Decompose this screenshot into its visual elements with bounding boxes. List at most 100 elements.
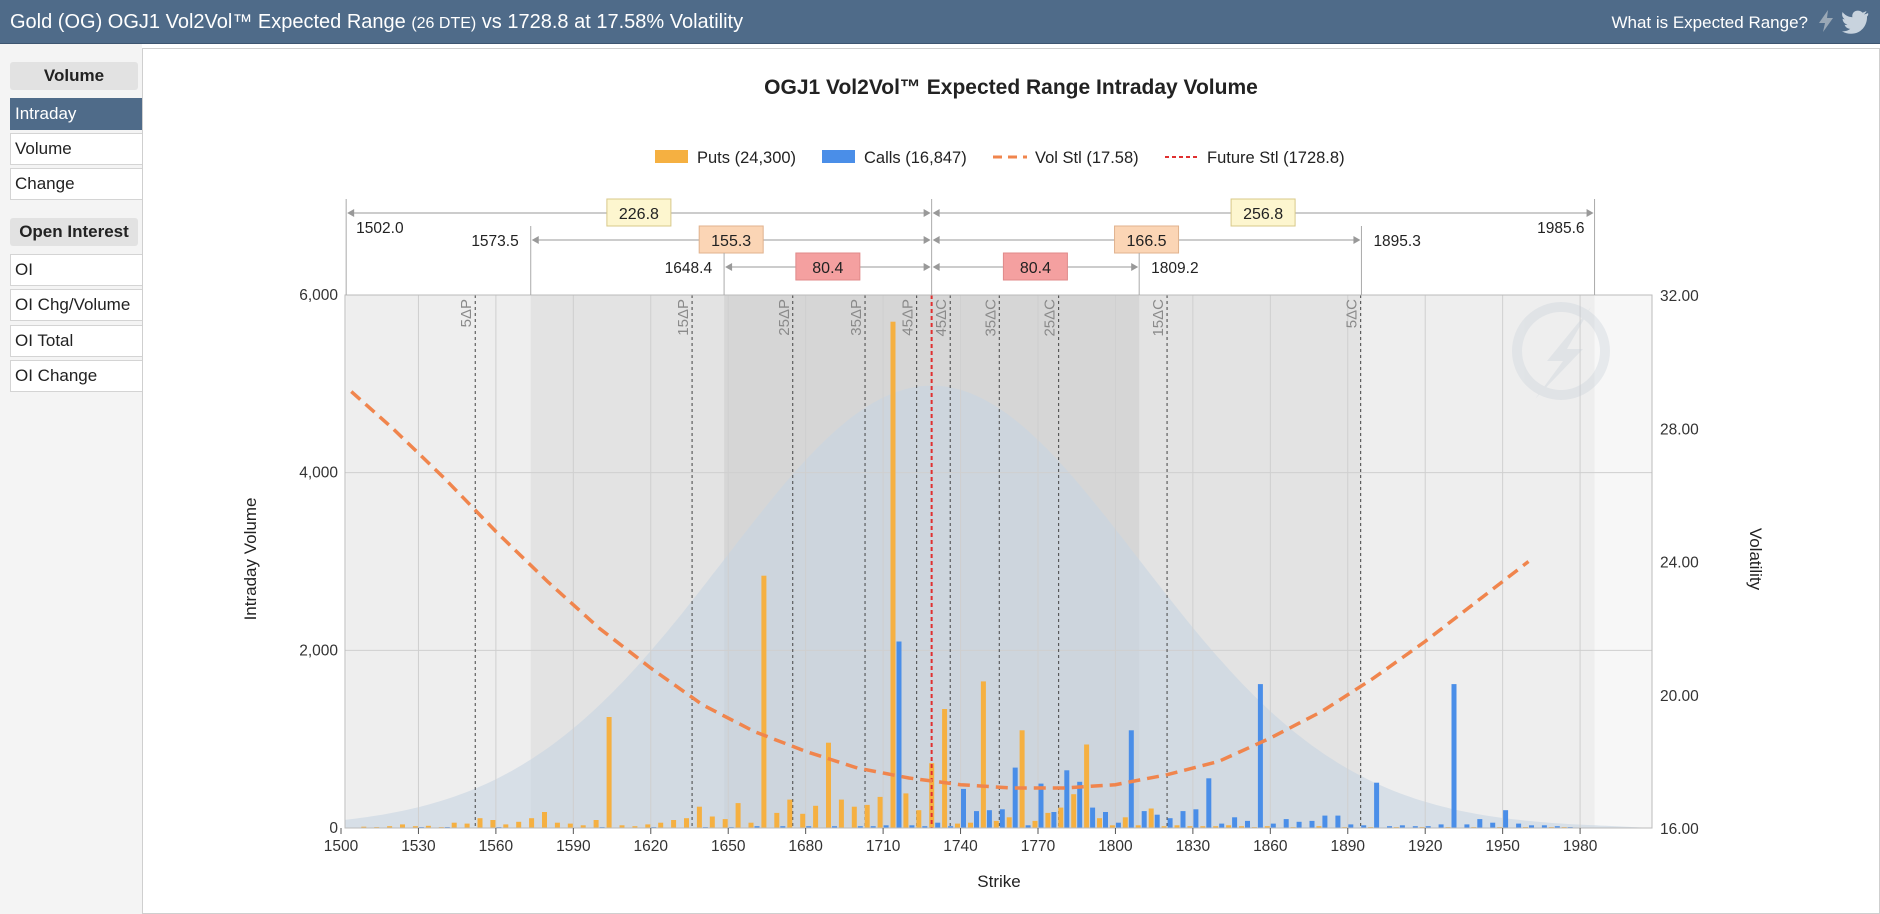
arrowhead	[932, 263, 940, 271]
bar-call-1950	[1503, 810, 1509, 828]
bar-call-1905	[1387, 826, 1392, 828]
bar-put-1545	[451, 822, 457, 828]
bar-put-1775	[1045, 812, 1051, 828]
twitter-bird-icon[interactable]	[1842, 8, 1870, 34]
delta-label: 25ΔP	[776, 299, 793, 336]
bar-put-1740	[955, 823, 960, 828]
bar-put-1640	[696, 806, 702, 828]
bar-put-1790	[1084, 744, 1090, 828]
bar-put-1670	[774, 812, 780, 828]
bar-put-1850	[1239, 826, 1244, 828]
bar-call-1895	[1361, 825, 1367, 828]
bar-put-1605	[606, 717, 612, 828]
bar-call-1965	[1541, 825, 1547, 828]
arrowhead	[725, 263, 733, 271]
bar-put-1695	[838, 799, 844, 828]
bar-call-1815	[1154, 814, 1160, 828]
bar-call-1725	[922, 826, 928, 828]
bar-call-1715	[896, 641, 902, 828]
bar-call-1765	[1025, 825, 1031, 828]
sidebar-item-oi-chg-volume[interactable]: OI Chg/Volume	[10, 289, 142, 321]
arrowhead	[1586, 209, 1594, 217]
vol-curve	[350, 390, 1530, 790]
x-tick-label: 1590	[556, 838, 591, 855]
bar-call-1745	[974, 811, 979, 828]
bar-call-1935	[1464, 824, 1470, 828]
x-tick-label: 1770	[1021, 838, 1056, 855]
bar-put-1800	[1109, 825, 1115, 828]
bar-call-1940	[1477, 819, 1483, 828]
lightning-icon[interactable]	[1816, 9, 1836, 33]
bar-put-1655	[735, 803, 741, 828]
bar-put-1785	[1071, 794, 1077, 828]
bar-put-1735	[942, 709, 948, 828]
sidebar-item-volume[interactable]: Volume	[10, 133, 142, 165]
bar-put-1760	[1006, 817, 1012, 828]
arrowhead	[932, 209, 940, 217]
bar-put-1830	[1187, 826, 1193, 828]
bar-put-1825	[1174, 825, 1180, 828]
x-tick-label: 1920	[1408, 838, 1443, 855]
delta-label: 25ΔC	[1042, 299, 1059, 337]
bar-put-1620	[645, 824, 651, 828]
legend-item-future: Future Stl (1728.8)	[1165, 149, 1345, 167]
bar-call-1710	[883, 825, 889, 828]
title-dte: (26 DTE)	[411, 15, 477, 32]
range-down-box	[606, 198, 672, 227]
delta-label: 45ΔP	[900, 299, 917, 336]
range-down-value: 155.3	[711, 233, 751, 250]
sidebar-item-intraday[interactable]: Intraday	[10, 98, 142, 130]
what-is-expected-range-link[interactable]: What is Expected Range?	[1611, 13, 1808, 32]
delta-label: 5ΔC	[1344, 299, 1361, 328]
y2-tick-label: 28.00	[1660, 421, 1699, 438]
sidebar-item-oi-total[interactable]: OI Total	[10, 325, 142, 357]
bar-call-1930	[1451, 684, 1457, 828]
bar-put-1715	[890, 321, 896, 828]
bar-call-1670	[780, 826, 786, 828]
title-tail: vs 1728.8 at 17.58% Volatility	[481, 11, 744, 33]
x-tick-label: 1950	[1485, 838, 1520, 855]
bar-put-1750	[980, 681, 986, 828]
bar-put-1625	[658, 822, 664, 828]
bar-put-1685	[813, 805, 819, 828]
delta-label: 45ΔC	[933, 299, 950, 337]
sidebar-item-change[interactable]: Change	[10, 168, 142, 200]
bar-call-1875	[1309, 820, 1315, 828]
bar-put-1635	[684, 818, 689, 828]
range-up-box	[1002, 252, 1068, 281]
expected-range-chart: OGJ1 Vol2Vol™ Expected Range Intraday Vo…	[241, 76, 1765, 891]
legend-item-vol: Vol Stl (17.58)	[993, 149, 1139, 167]
bar-put-1770	[1032, 820, 1038, 828]
bar-put-1665	[761, 575, 767, 828]
chart-title: OGJ1 Vol2Vol™ Expected Range Intraday Vo…	[764, 76, 1258, 99]
bar-call-1900	[1374, 782, 1380, 828]
bar-call-1865	[1283, 819, 1289, 828]
x-tick-label: 1620	[634, 838, 669, 855]
range-left-label: 1502.0	[356, 220, 404, 237]
bar-put-1560	[490, 820, 496, 828]
bar-call-1760	[1012, 767, 1018, 828]
sidebar-item-oi[interactable]: OI	[10, 254, 142, 286]
arrowhead	[531, 236, 539, 244]
bar-call-1755	[999, 809, 1005, 828]
bar-call-1890	[1348, 824, 1354, 828]
chart-panel: OGJ1 Vol2Vol™ Expected Range Intraday Vo…	[142, 48, 1880, 914]
range-left-label: 1648.4	[665, 260, 713, 277]
bar-call-1700	[857, 826, 863, 828]
bar-put-1565	[503, 824, 509, 828]
bar-put-1810	[1135, 825, 1141, 828]
y-tick-label: 4,000	[299, 465, 338, 482]
bar-call-1840	[1219, 823, 1225, 828]
bar-put-1780	[1058, 807, 1064, 828]
x-tick-label: 1740	[943, 838, 978, 855]
bar-put-1720	[903, 793, 909, 828]
delta-label: 15ΔP	[675, 299, 692, 336]
sidebar-item-oi-change[interactable]: OI Change	[10, 360, 142, 392]
y2-tick-label: 32.00	[1660, 288, 1699, 305]
sidebar: Volume Intraday Volume Change Open Inter…	[0, 44, 142, 914]
bar-put-1630	[671, 820, 677, 828]
bar-put-1610	[619, 825, 625, 828]
legend-label-vol: Vol Stl (17.58)	[1035, 149, 1139, 167]
bar-put-1675	[787, 799, 793, 828]
bar-put-1820	[1161, 826, 1167, 828]
